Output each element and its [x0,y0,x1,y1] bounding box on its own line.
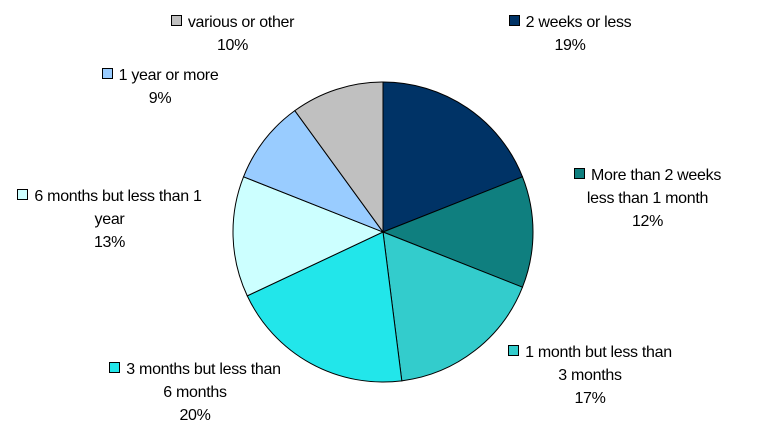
pie-slice [242,109,385,234]
slice-label: various or other 10% [145,11,320,57]
pie-slice [381,176,534,288]
pie-slice [294,81,384,234]
percent-label: 17% [574,390,606,407]
legend-swatch [508,345,520,356]
category-label: 6 months but less than 1 year [34,188,202,228]
category-label: 2 weeks or less [525,14,632,31]
legend-swatch [170,15,182,26]
pie-slice [382,81,524,233]
category-label: 1 month but less than 3 months [525,344,672,384]
pie-slice [382,231,524,382]
legend-swatch [109,362,121,373]
slice-label: 6 months but less than 1 year 13% [12,185,207,254]
slice-label: More than 2 weeks less than 1 month 12% [565,164,730,233]
slice-label: 1 month but less than 3 months 17% [505,341,675,410]
slice-label: 2 weeks or less 19% [490,11,650,57]
legend-swatch [17,189,29,200]
slice-label: 1 year or more 9% [65,64,255,110]
percent-label: 10% [216,37,249,54]
category-label: 3 months but less than 6 months [126,361,281,401]
percent-label: 9% [148,90,172,107]
pie-slice [246,231,403,383]
slice-label: 3 months but less than 6 months 20% [105,358,285,427]
percent-label: 12% [631,213,664,230]
percent-label: 20% [179,407,211,424]
legend-swatch [573,168,585,179]
legend-swatch [508,15,520,26]
pie-slice [232,176,385,297]
percent-label: 13% [93,234,126,251]
category-label: More than 2 weeks less than 1 month [586,167,722,207]
percent-label: 19% [554,37,586,54]
legend-swatch [101,68,113,79]
category-label: various or other [187,14,295,31]
category-label: 1 year or more [118,67,219,84]
